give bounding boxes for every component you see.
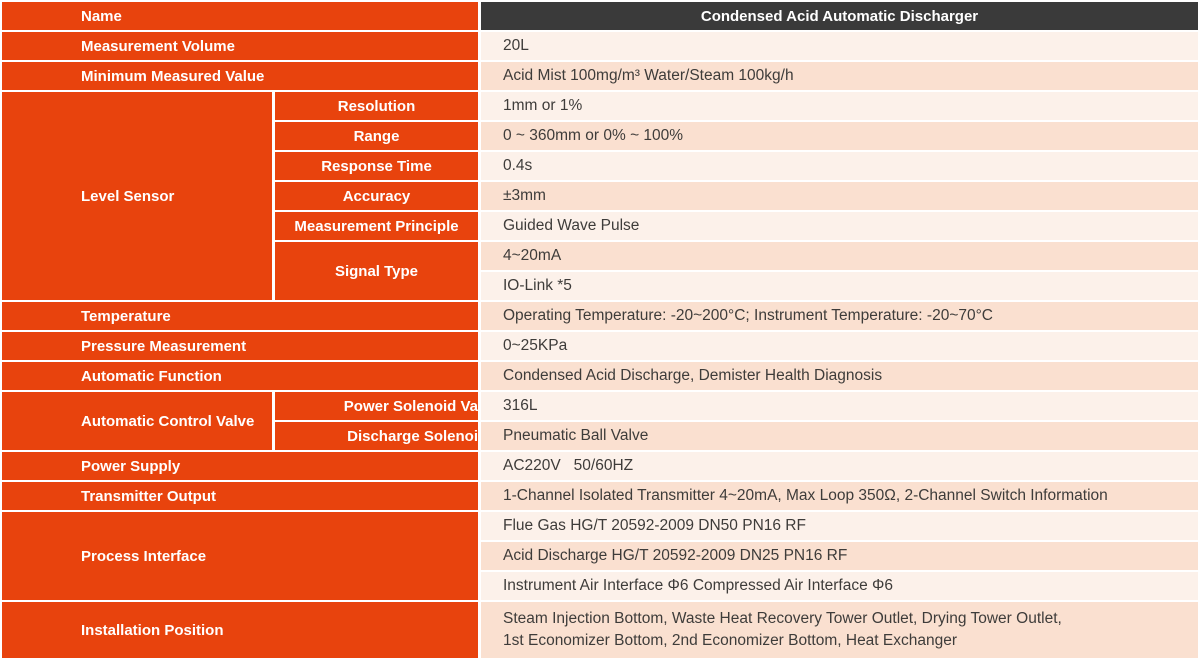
spec-value-installation-position: Steam Injection Bottom, Waste Heat Recov… [481, 602, 1198, 658]
installation-position-line-2: 1st Economizer Bottom, 2nd Economizer Bo… [503, 632, 958, 649]
spec-value-minimum-measured-value: Acid Mist 100mg/m³ Water/Steam 100kg/h [481, 62, 1198, 90]
spec-value-accuracy: ±3mm [481, 182, 1198, 210]
spec-sublabel-resolution: Resolution [275, 92, 478, 120]
installation-position-line-1: Steam Injection Bottom, Waste Heat Recov… [503, 610, 1062, 627]
spec-label-automatic-control-valve: Automatic Control Valve [2, 392, 272, 450]
spec-sublabel-range: Range [275, 122, 478, 150]
spec-value-power-solenoid-valve: 316L [481, 392, 1198, 420]
spec-label-temperature: Temperature [2, 302, 478, 330]
spec-label-power-supply: Power Supply [2, 452, 478, 480]
spec-sublabel-discharge-solenoid-valve: Discharge Solenoi [275, 422, 478, 450]
spec-label-automatic-function: Automatic Function [2, 362, 478, 390]
spec-sublabel-signal-type: Signal Type [275, 242, 478, 300]
spec-value-pressure-measurement: 0~25KPa [481, 332, 1198, 360]
spec-label-process-interface: Process Interface [2, 512, 478, 600]
spec-value-discharge-solenoid-valve: Pneumatic Ball Valve [481, 422, 1198, 450]
spec-sublabel-measurement-principle: Measurement Principle [275, 212, 478, 240]
spec-label-name: Name [2, 2, 478, 30]
spec-value-measurement-volume: 20L [481, 32, 1198, 60]
spec-sublabel-power-solenoid-valve: Power Solenoid Va [275, 392, 478, 420]
spec-value-automatic-function: Condensed Acid Discharge, Demister Healt… [481, 362, 1198, 390]
spec-value-measurement-principle: Guided Wave Pulse [481, 212, 1198, 240]
spec-value-response-time: 0.4s [481, 152, 1198, 180]
spec-value-transmitter-output: 1-Channel Isolated Transmitter 4~20mA, M… [481, 482, 1198, 510]
spec-label-measurement-volume: Measurement Volume [2, 32, 478, 60]
spec-value-signal-type-1: 4~20mA [481, 242, 1198, 270]
spec-value-range: 0 ~ 360mm or 0% ~ 100% [481, 122, 1198, 150]
spec-value-process-interface-3: Instrument Air Interface Φ6 Compressed A… [481, 572, 1198, 600]
product-title: Condensed Acid Automatic Discharger [481, 2, 1198, 30]
spec-label-level-sensor: Level Sensor [2, 92, 272, 300]
spec-value-process-interface-2: Acid Discharge HG/T 20592-2009 DN25 PN16… [481, 542, 1198, 570]
spec-value-signal-type-2: IO-Link *5 [481, 272, 1198, 300]
spec-label-pressure-measurement: Pressure Measurement [2, 332, 478, 360]
spec-value-process-interface-1: Flue Gas HG/T 20592-2009 DN50 PN16 RF [481, 512, 1198, 540]
spec-value-resolution: 1mm or 1% [481, 92, 1198, 120]
spec-label-installation-position: Installation Position [2, 602, 478, 658]
spec-label-transmitter-output: Transmitter Output [2, 482, 478, 510]
spec-value-temperature: Operating Temperature: -20~200°C; Instru… [481, 302, 1198, 330]
spec-label-minimum-measured-value: Minimum Measured Value [2, 62, 478, 90]
spec-sublabel-accuracy: Accuracy [275, 182, 478, 210]
spec-sublabel-response-time: Response Time [275, 152, 478, 180]
spec-value-power-supply: AC220V 50/60HZ [481, 452, 1198, 480]
